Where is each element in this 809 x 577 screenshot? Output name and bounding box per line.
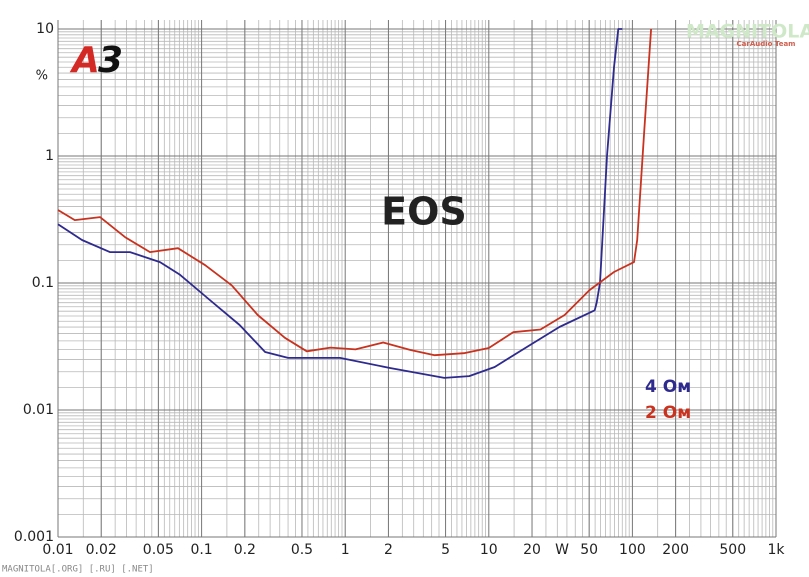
x-tick-label: 1: [341, 542, 350, 558]
marks: [57, 28, 652, 379]
logo-b: 3: [98, 40, 123, 81]
footer: MAGNITOLA[.ORG] [.RU] [.NET]: [2, 565, 154, 575]
x-tick-label: 10: [480, 542, 498, 558]
y-tick-label: 1: [45, 148, 54, 164]
series-line: [57, 28, 623, 379]
watermark-sub: CarAudio Team: [737, 40, 796, 48]
x-label: W: [555, 542, 569, 558]
x-tick-label: 2: [384, 542, 393, 558]
x-tick-label: 0.02: [86, 542, 117, 558]
y-tick-label: 0.1: [32, 275, 54, 291]
legend-entry: 2 Ом: [645, 403, 691, 423]
chart-title: EOS: [381, 190, 467, 234]
y-unit: %: [36, 69, 48, 84]
y-tick-label: 0.001: [14, 529, 54, 545]
x-tick-label: 0.05: [143, 542, 174, 558]
x-tick-label: 5: [441, 542, 450, 558]
y-tick-label: 0.01: [23, 402, 54, 418]
x-tick-label: 0.01: [42, 542, 73, 558]
x-tick-label: 0.1: [190, 542, 212, 558]
legend-entry: 4 Ом: [645, 377, 691, 397]
x-tick-label: 1k: [767, 542, 785, 558]
x-tick-label: 0.2: [234, 542, 256, 558]
x-tick-label: 20: [523, 542, 541, 558]
y-tick-label: 10: [36, 21, 54, 37]
watermark: MAGNITOLA: [686, 21, 809, 43]
x-tick-label: 200: [662, 542, 689, 558]
x-tick-label: 50: [580, 542, 598, 558]
grid: [57, 20, 777, 538]
logo-a: A: [69, 40, 100, 81]
x-tick-label: 100: [619, 542, 646, 558]
x-tick-label: 500: [719, 542, 746, 558]
series-line: [57, 28, 652, 357]
x-tick-label: 0.5: [291, 542, 313, 558]
